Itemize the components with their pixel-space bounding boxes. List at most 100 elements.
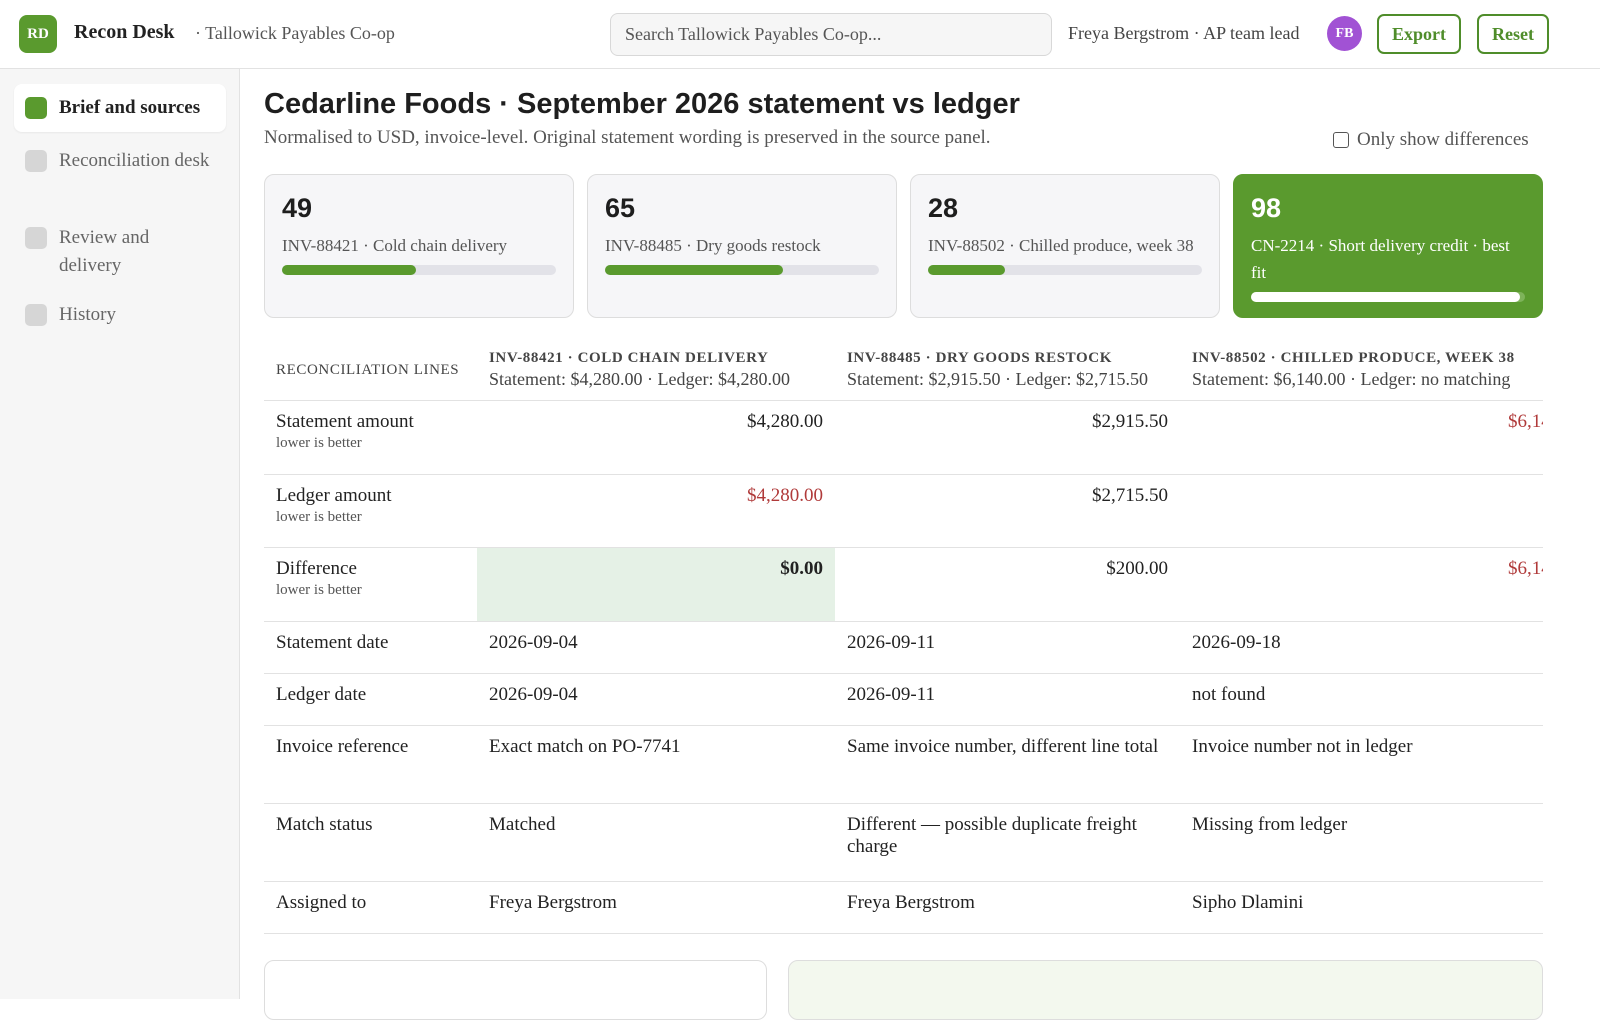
nav-icon [25, 97, 47, 119]
cell-text: Freya Bergstrom [489, 892, 617, 913]
table-cell: Exact match on PO-7741 [477, 725, 835, 804]
source-panel [264, 960, 767, 1020]
column-header: INV-88421 · COLD CHAIN DELIVERY Statement… [477, 340, 835, 401]
table-body: Statement amount lower is better $4,280.00… [264, 400, 1543, 934]
row-label: Ledger date [276, 684, 367, 705]
sidebar: Brief and sources Reconciliation desk Revi… [0, 69, 240, 999]
cell-text: $6,140.00 [1508, 411, 1543, 432]
score-track [928, 265, 1202, 275]
table-row: Ledger date 2026-09-04 2026-09-11 not found [264, 673, 1543, 726]
cell-text: Different — possible duplicate freight c… [847, 814, 1137, 857]
score-track [282, 265, 556, 275]
nav-item[interactable]: Reconciliation desk [14, 137, 226, 185]
table-container: RECONCILIATION LINES INV-88421 · COLD CHA… [264, 340, 1543, 940]
score-card[interactable]: 65 INV-88485 · Dry goods restock [587, 174, 897, 318]
cell-text: Sipho Dlamini [1192, 892, 1304, 913]
score: 49 [282, 193, 313, 223]
table-cell: Different — possible duplicate freight c… [835, 803, 1180, 882]
cell-text: $2,915.50 [1092, 411, 1168, 432]
filter-toggle[interactable]: Only show differences [1333, 129, 1529, 151]
cell-text: 2026-09-11 [847, 632, 935, 653]
nav-label: Review and delivery [59, 227, 150, 276]
table-row: Statement amount lower is better $4,280.00… [264, 400, 1543, 475]
table-cell: $2,915.50 [835, 400, 1180, 475]
row-label-cell: Statement date [264, 621, 477, 674]
column-title: INV-88485 · DRY GOODS RESTOCK [847, 350, 1112, 366]
table-row: Assigned to Freya Bergstrom Freya Bergstro… [264, 881, 1543, 934]
nav-item[interactable]: Review and delivery [14, 214, 226, 290]
recon-table: RECONCILIATION LINES INV-88421 · COLD CHA… [264, 340, 1543, 934]
row-note: lower is better [276, 435, 362, 451]
table-cell: Missing from ledger [1180, 803, 1543, 882]
score: 98 [1251, 193, 1282, 223]
table-cell: Same invoice number, different line tota… [835, 725, 1180, 804]
table-row: Invoice reference Exact match on PO-7741 S… [264, 725, 1543, 804]
card-label: INV-88485 · Dry goods restock [605, 236, 821, 255]
nav-label: Reconciliation desk [59, 150, 210, 171]
nav-label: Brief and sources [59, 97, 201, 118]
row-label-cell: Ledger date [264, 673, 477, 726]
table-row: Ledger amount lower is better $4,280.00 $2,… [264, 474, 1543, 548]
nav-item[interactable]: History [14, 291, 226, 339]
table-cell: Freya Bergstrom [477, 881, 835, 934]
nav-icon [25, 304, 47, 326]
table-cell: 2026-09-11 [835, 673, 1180, 726]
table-cell [1180, 474, 1543, 548]
row-label: Invoice reference [276, 736, 409, 757]
avatar[interactable]: FB [1327, 16, 1362, 51]
row-label-cell: Assigned to [264, 881, 477, 934]
checkbox[interactable] [1333, 132, 1349, 148]
score-bar [282, 265, 417, 275]
score: 65 [605, 193, 636, 223]
table-cell: not found [1180, 673, 1543, 726]
reset-button[interactable]: Reset [1477, 14, 1549, 54]
row-note: lower is better [276, 509, 362, 525]
cell-text: Freya Bergstrom [847, 892, 975, 913]
cell-text: 2026-09-04 [489, 684, 578, 705]
table-cell: 2026-09-04 [477, 673, 835, 726]
column-title: INV-88421 · COLD CHAIN DELIVERY [489, 350, 769, 366]
top-bar: RD Recon Desk · Tallowick Payables Co-op… [0, 0, 1600, 69]
page-title: Cedarline Foods · September 2026 stateme… [264, 88, 1020, 120]
cell-text: 2026-09-04 [489, 632, 578, 653]
cell-text: $2,715.50 [1092, 485, 1168, 506]
table-row: Statement date 2026-09-04 2026-09-11 2026-0… [264, 621, 1543, 674]
row-label: Ledger amount [276, 485, 392, 506]
cell-text: Exact match on PO-7741 [489, 736, 681, 757]
score-card[interactable]: 49 INV-88421 · Cold chain delivery [264, 174, 574, 318]
score-card[interactable]: 28 INV-88502 · Chilled produce, week 38 [910, 174, 1220, 318]
table-row: Difference lower is better $0.00 $200.00 $6,… [264, 547, 1543, 622]
row-label-cell: Ledger amount lower is better [264, 474, 477, 548]
header-row: RECONCILIATION LINES INV-88421 · COLD CHA… [264, 340, 1543, 401]
table-cell: Matched [477, 803, 835, 882]
org-name: · Tallowick Payables Co-op [195, 23, 395, 43]
row-label-cell: Match status [264, 803, 477, 882]
cell-text: Matched [489, 814, 556, 835]
score-track [1251, 292, 1525, 302]
card-label: INV-88421 · Cold chain delivery [282, 236, 508, 255]
score-bar [605, 265, 784, 275]
table-cell: 2026-09-11 [835, 621, 1180, 674]
nav-label: History [59, 304, 116, 325]
table-cell: $6,140.00 [1180, 400, 1543, 475]
page-subtitle: Normalised to USD, invoice-level. Origin… [264, 127, 991, 148]
row-label: Difference [276, 558, 357, 579]
cell-text: Missing from ledger [1192, 814, 1348, 835]
table-cell: $0.00 [477, 547, 835, 622]
nav-icon [25, 150, 47, 172]
column-summary: Statement: $4,280.00 · Ledger: $4,280.00 [489, 369, 790, 389]
export-button[interactable]: Export [1377, 14, 1461, 54]
row-label: Assigned to [276, 892, 367, 913]
table-cell: $6,140.00 [1180, 547, 1543, 622]
table-cell: 2026-09-04 [477, 621, 835, 674]
search-box[interactable]: Search Tallowick Payables Co-op... [610, 13, 1052, 56]
nav-item[interactable]: Brief and sources [14, 84, 226, 132]
score-card[interactable]: 98 CN-2214 · Short delivery credit · best… [1233, 174, 1543, 318]
table-cell: Sipho Dlamini [1180, 881, 1543, 934]
table-cell: Invoice number not in ledger [1180, 725, 1543, 804]
table-cell: Freya Bergstrom [835, 881, 1180, 934]
card-label: CN-2214 · Short delivery credit · best f… [1251, 236, 1510, 282]
row-label: Match status [276, 814, 373, 835]
column-header: INV-88485 · DRY GOODS RESTOCK Statement: … [835, 340, 1180, 401]
